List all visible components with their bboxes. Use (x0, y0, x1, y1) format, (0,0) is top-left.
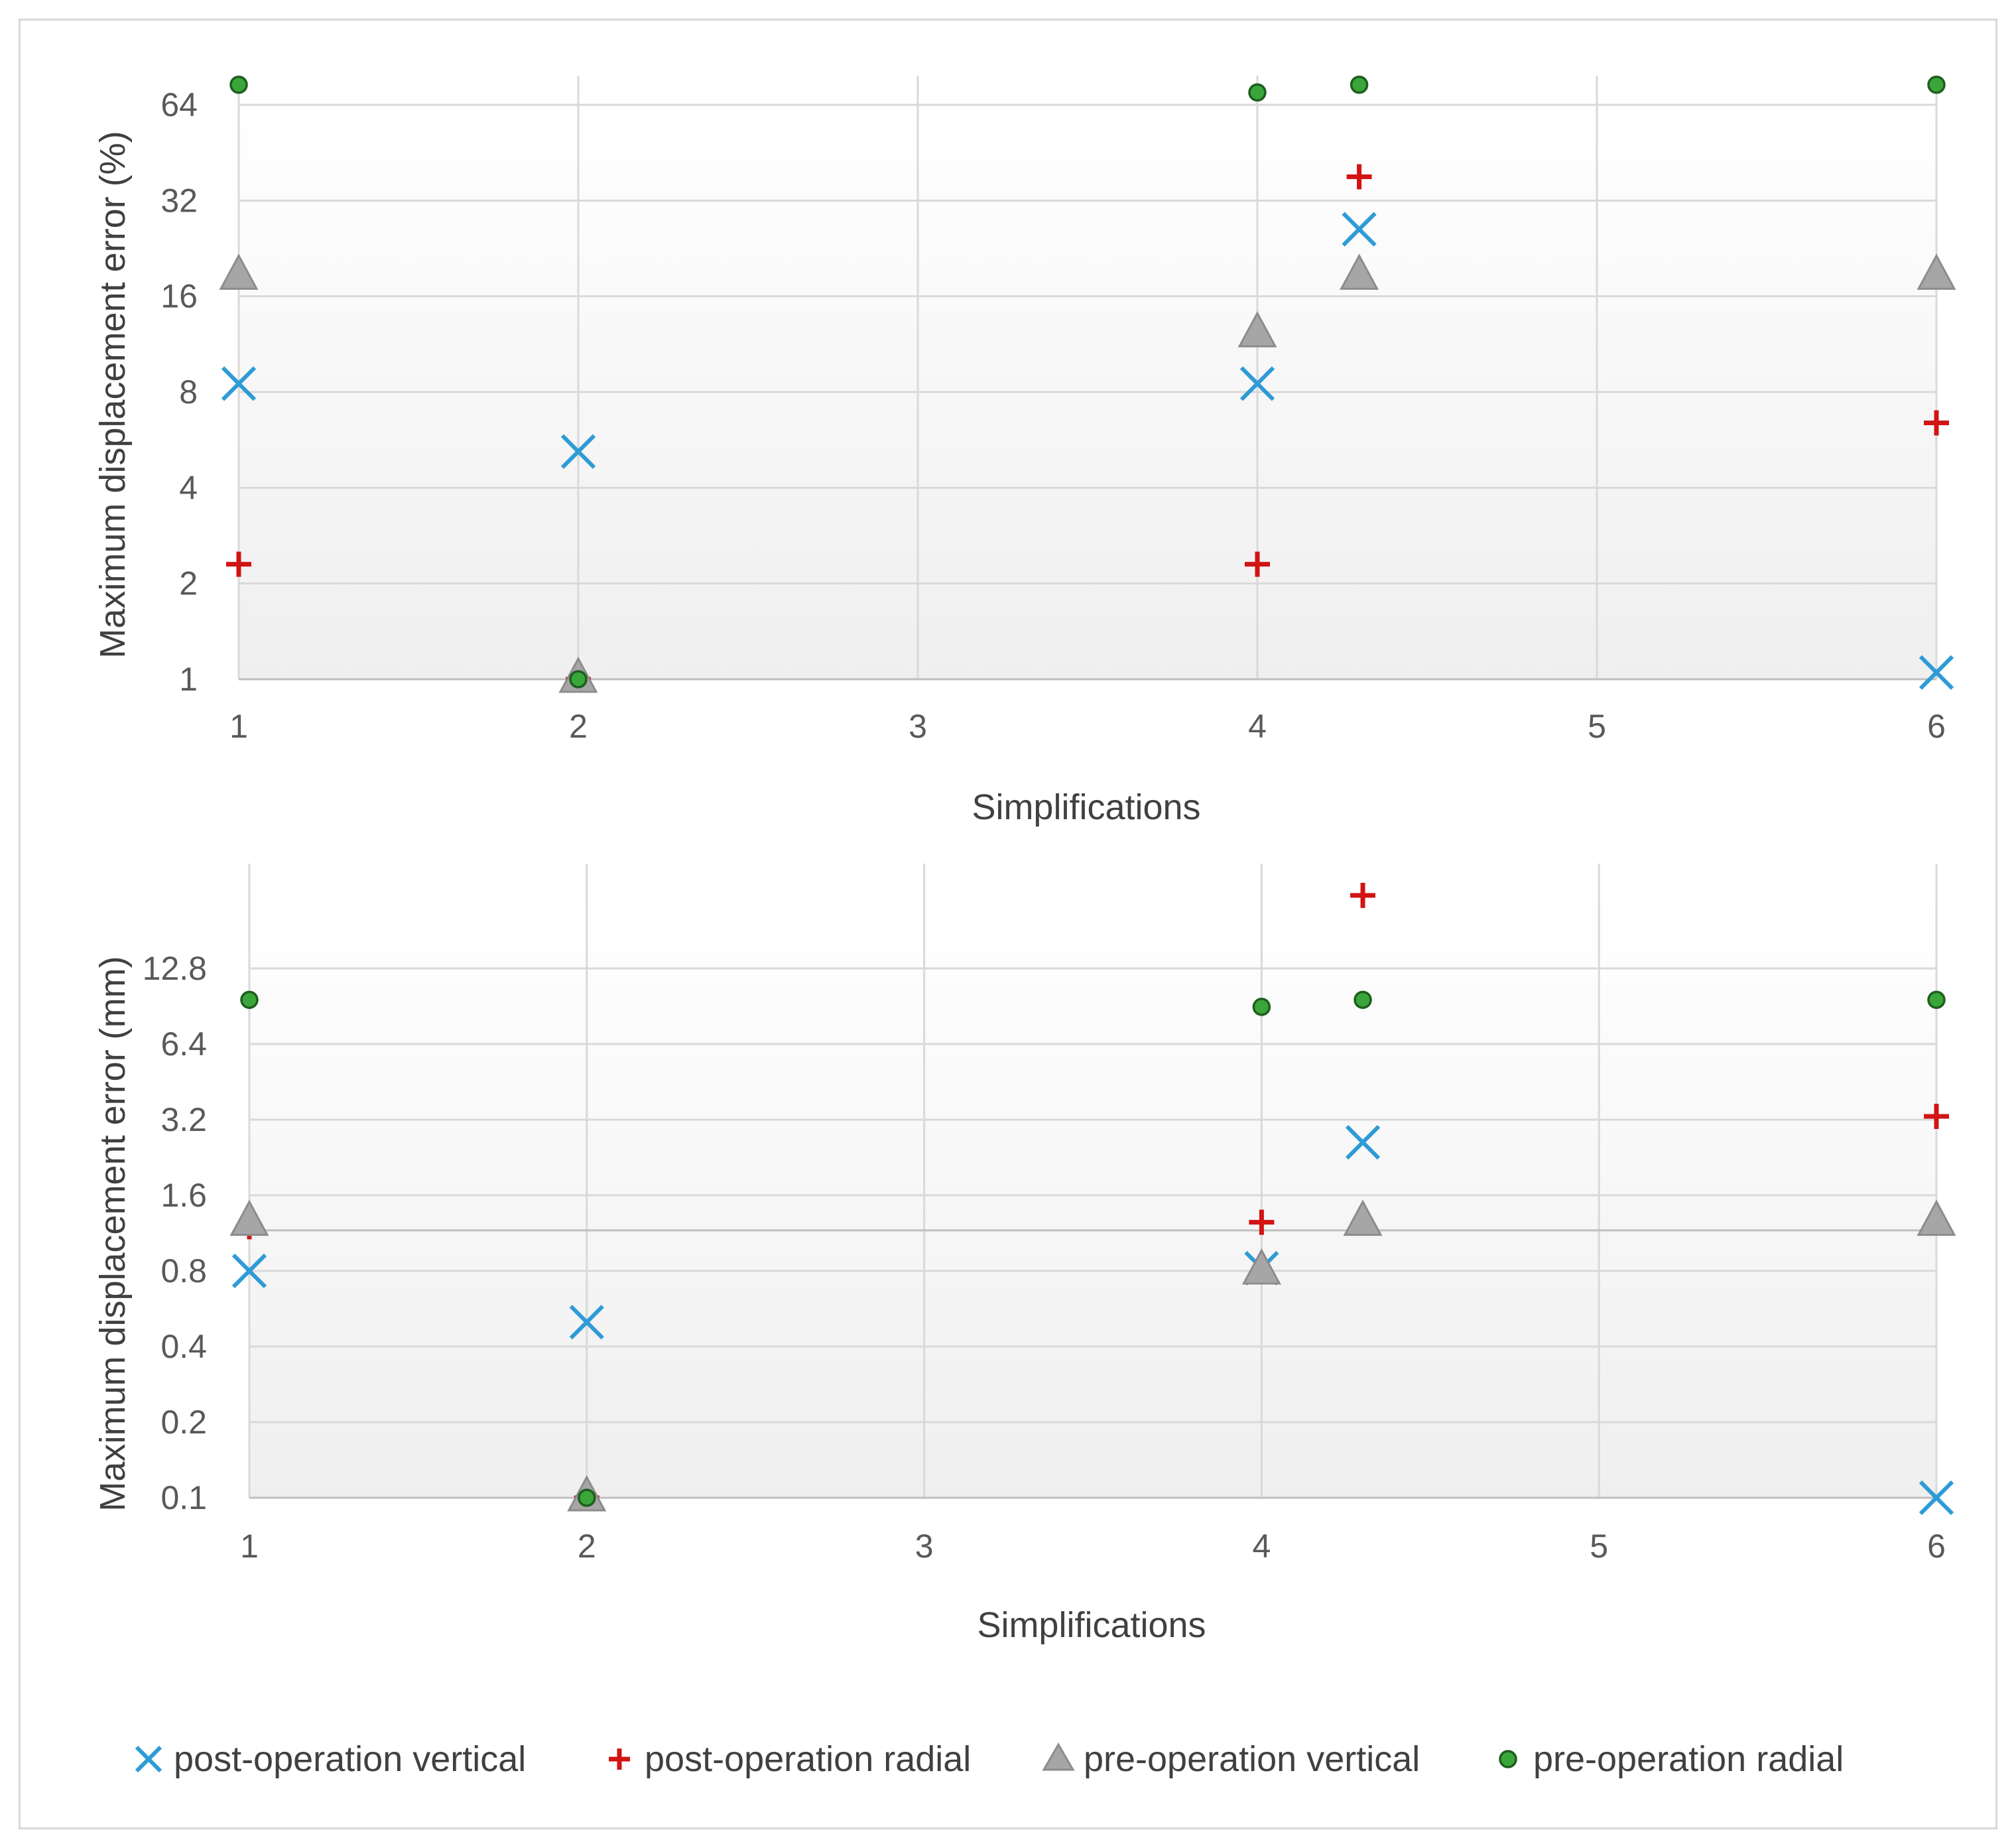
chart-top-point-pre-operation-radial (1927, 76, 1946, 94)
chart-top-point-post-operation-vertical-stroke-b (1239, 366, 1275, 401)
chart-top-x-tick-label: 6 (1927, 708, 1946, 745)
chart-top-point-pre-operation-vertical (219, 253, 259, 290)
chart-bottom-point-post-operation-radial (1924, 1103, 1949, 1129)
chart-bottom-x-tick-label: 6 (1927, 1528, 1946, 1565)
chart-bottom-point-post-operation-vertical-stroke-b (1345, 1125, 1381, 1160)
chart-bottom-point-pre-operation-vertical (1343, 1199, 1383, 1236)
chart-bottom-x-tick-label: 2 (578, 1528, 596, 1565)
legend-item-pre-operation-radial: pre-operation radial (1499, 1739, 1844, 1779)
legend-marker-pre-operation-vertical (1042, 1743, 1075, 1771)
legend-x-stroke-b (135, 1745, 162, 1773)
chart-bottom-y-tick-label: 0.4 (160, 1328, 207, 1365)
chart-bottom-point-post-operation-vertical (569, 1305, 604, 1340)
chart-top-point-post-operation-vertical (1919, 655, 1954, 690)
chart-top-point-post-operation-vertical-stroke-b (1919, 655, 1954, 690)
chart-top-point-post-operation-radial (226, 551, 251, 577)
chart-bottom-point-post-operation-vertical-stroke-b (231, 1253, 267, 1289)
chart-top-point-pre-operation-radial (569, 670, 588, 689)
legend-label-post-operation-vertical: post-operation vertical (174, 1739, 526, 1779)
chart-bottom-point-pre-operation-radial (240, 990, 259, 1010)
chart-top-point-post-operation-vertical (1239, 366, 1275, 401)
chart-top-x-tick-label: 3 (909, 708, 927, 745)
chart-bottom-x-tick-label: 1 (240, 1528, 259, 1565)
chart-bottom-point-pre-operation-radial (1927, 990, 1946, 1010)
legend-label-pre-operation-vertical: pre-operation vertical (1084, 1739, 1420, 1779)
chart-bottom-point-post-operation-vertical (1919, 1480, 1954, 1516)
chart-bottom-y-tick-label: 1.6 (160, 1177, 207, 1214)
legend-marker-post-operation-radial (609, 1749, 630, 1770)
chart-top-y-tick-label: 1 (179, 661, 198, 698)
chart-bottom-y-tick-label: 12.8 (143, 950, 207, 987)
legend-marker-post-operation-vertical (135, 1745, 162, 1773)
chart-top-point-post-operation-radial (1924, 410, 1949, 436)
legend-item-post-operation-vertical: post-operation vertical (135, 1739, 526, 1779)
chart-bottom-point-post-operation-radial (1249, 1209, 1275, 1235)
chart-bottom-point-post-operation-vertical-stroke-b (1919, 1480, 1954, 1516)
chart-top-x-tick-label: 1 (229, 708, 248, 745)
chart-bottom-y-tick-label: 6.4 (160, 1025, 207, 1063)
chart-bottom-y-tick-label: 0.2 (160, 1404, 207, 1441)
chart-top-point-pre-operation-radial (229, 76, 248, 94)
chart-top-y-tick-label: 8 (179, 373, 198, 411)
chart-bottom-point-pre-operation-vertical (1241, 1248, 1281, 1285)
chart-top-x-axis-title: Simplifications (972, 787, 1200, 827)
chart-bottom-x-tick-label: 5 (1590, 1528, 1608, 1565)
legend-item-post-operation-radial: post-operation radial (609, 1739, 971, 1779)
chart-bottom-point-post-operation-vertical (231, 1253, 267, 1289)
chart-bottom-point-post-operation-vertical (1345, 1125, 1381, 1160)
chart-bottom-point-post-operation-radial (1350, 882, 1376, 908)
chart-top-point-pre-operation-vertical (1917, 253, 1956, 290)
chart-bottom-point-pre-operation-radial (578, 1488, 596, 1507)
chart-top-point-post-operation-vertical-stroke-b (221, 366, 257, 401)
chart-top-point-post-operation-radial (1346, 164, 1372, 190)
chart-top-point-pre-operation-radial (1350, 76, 1369, 94)
legend-item-pre-operation-vertical: pre-operation vertical (1042, 1739, 1420, 1779)
chart-bottom-y-axis-title: Maximum displacement error (mm) (93, 956, 133, 1511)
chart-top-point-post-operation-vertical-stroke-b (1342, 212, 1377, 247)
chart-top-y-tick-label: 4 (179, 469, 198, 506)
chart-top: 1 2 3 4 5 6 1 2 4 8 16 32 64 Simplifications Maximum d… (93, 76, 1956, 827)
chart-top-x-tick-label: 4 (1248, 708, 1267, 745)
chart-top-point-pre-operation-vertical (1340, 253, 1379, 290)
legend-triangle (1042, 1743, 1075, 1771)
legend-label-post-operation-radial: post-operation radial (645, 1739, 971, 1779)
chart-top-x-tick-label: 2 (569, 708, 588, 745)
chart-bottom-point-pre-operation-radial (1354, 990, 1372, 1010)
legend-circle (1499, 1750, 1517, 1768)
chart-bottom-y-tick-label: 0.1 (160, 1479, 207, 1516)
chart-bottom-point-post-operation-vertical-stroke-b (569, 1305, 604, 1340)
chart-top-point-post-operation-vertical (1342, 212, 1377, 247)
chart-top-point-post-operation-vertical (560, 434, 596, 469)
chart-top-point-post-operation-vertical (221, 366, 257, 401)
legend-label-pre-operation-radial: pre-operation radial (1533, 1739, 1844, 1779)
chart-bottom-x-tick-label: 4 (1252, 1528, 1271, 1565)
chart-top-point-pre-operation-radial (1248, 83, 1267, 102)
chart-bottom: 1 2 3 4 5 6 0.1 0.2 0.4 0.8 1.6 3.2 6.4 12.8 Simplific… (93, 864, 1956, 1645)
chart-top-y-tick-label: 32 (160, 182, 198, 219)
chart-top-y-tick-label: 2 (179, 565, 198, 602)
chart-bottom-point-pre-operation-vertical (229, 1199, 269, 1236)
chart-top-y-axis-title: Maximum displacement error (%) (93, 131, 133, 658)
chart-bottom-point-pre-operation-radial (1252, 998, 1271, 1016)
chart-bottom-y-tick-label: 0.8 (160, 1252, 207, 1289)
chart-top-point-pre-operation-vertical (1237, 310, 1277, 348)
chart-bottom-x-tick-label: 3 (915, 1528, 934, 1565)
chart-top-point-post-operation-radial (1245, 551, 1270, 577)
chart-bottom-point-pre-operation-vertical (1917, 1199, 1956, 1236)
chart-top-y-tick-label: 16 (160, 278, 198, 315)
legend-marker-pre-operation-radial (1499, 1750, 1517, 1768)
chart-top-y-tick-label: 64 (160, 86, 198, 123)
chart-bottom-x-axis-title: Simplifications (977, 1605, 1206, 1645)
legend: post-operation vertical post-operation r… (135, 1739, 1844, 1779)
chart-bottom-y-tick-label: 3.2 (160, 1101, 207, 1138)
chart-top-x-tick-label: 5 (1588, 708, 1606, 745)
chart-top-point-post-operation-vertical-stroke-b (560, 434, 596, 469)
